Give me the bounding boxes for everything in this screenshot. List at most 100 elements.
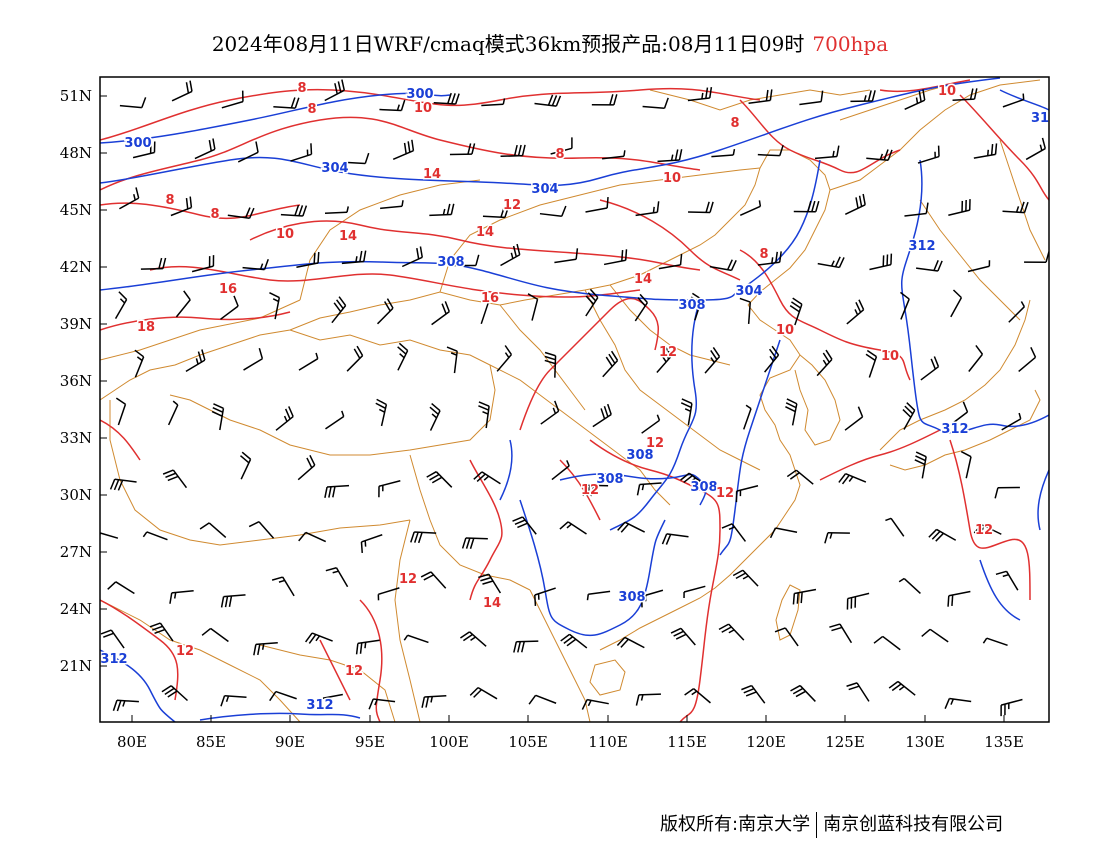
temperature-contour-label: 12 xyxy=(345,664,363,679)
wind-barb xyxy=(785,398,798,426)
wind-barb xyxy=(392,139,415,161)
wind-barb xyxy=(1002,201,1029,214)
wind-barb xyxy=(603,249,628,266)
temperature-contour-label: 8 xyxy=(210,207,219,222)
wind-barb xyxy=(296,252,320,269)
wind-barb xyxy=(162,469,188,489)
wind-barb xyxy=(658,253,683,270)
wind-barb xyxy=(591,94,618,106)
wind-barb xyxy=(764,345,780,373)
lat-label: 36N xyxy=(60,372,92,390)
height-contour-label: 308 xyxy=(678,298,705,313)
lon-label: 130E xyxy=(905,733,945,751)
wind-barb xyxy=(194,138,216,160)
wind-barb xyxy=(461,537,488,549)
temperature-contour-label: 8 xyxy=(307,102,316,117)
wind-barb xyxy=(324,484,350,498)
japan-outline xyxy=(879,299,1031,451)
temperature-contour-label: 8 xyxy=(759,247,768,262)
wind-barb xyxy=(838,473,867,485)
wind-barb xyxy=(774,627,799,647)
temperature-contour-label: 10 xyxy=(276,227,294,242)
wind-barb xyxy=(948,199,971,216)
wind-barb xyxy=(661,533,689,545)
wind-barb xyxy=(429,403,441,431)
wind-barb xyxy=(873,635,901,651)
wind-barb xyxy=(527,293,539,321)
wind-barb xyxy=(500,144,526,158)
wind-barb xyxy=(119,187,140,210)
wind-barb xyxy=(829,623,853,644)
wind-barb xyxy=(947,590,971,607)
wind-barb xyxy=(1002,93,1025,108)
temperature-contour-label: 16 xyxy=(219,282,237,297)
wind-barb xyxy=(869,253,893,271)
wind-barb xyxy=(242,259,269,271)
wind-barb xyxy=(112,699,139,712)
height-contour-label: 300 xyxy=(124,136,151,151)
wind-barb xyxy=(704,347,721,374)
wind-barb xyxy=(636,482,662,496)
wind-barb xyxy=(551,460,570,481)
height-contour-label: 304 xyxy=(321,161,348,176)
lon-label: 80E xyxy=(117,733,147,751)
wind-barb xyxy=(741,684,766,704)
wind-barb xyxy=(914,451,927,479)
wind-barb xyxy=(298,352,319,371)
wind-barb xyxy=(687,86,713,102)
height-contour-label: 300 xyxy=(406,87,433,102)
wind-barb xyxy=(1008,301,1026,323)
wind-barb xyxy=(161,685,188,702)
wind-barb xyxy=(134,349,145,378)
wind-barb xyxy=(480,298,489,325)
temperature-contour-label: 14 xyxy=(476,225,494,240)
temperature-contour-label: 8 xyxy=(730,116,739,131)
wind-barb xyxy=(688,201,714,214)
height-contour-label: 312 xyxy=(908,239,935,254)
wind-barb xyxy=(534,587,556,607)
wind-barb xyxy=(617,521,645,533)
wind-barb xyxy=(482,206,510,219)
temperature-contour-label: 10 xyxy=(938,84,956,99)
wind-barb xyxy=(115,397,127,426)
wind-barb xyxy=(793,200,820,213)
wind-barb xyxy=(534,94,562,107)
wind-barb xyxy=(683,585,706,598)
wind-barb xyxy=(319,693,343,710)
wind-barb xyxy=(799,90,824,106)
wind-barb xyxy=(253,641,278,656)
temperature-contour-label: 14 xyxy=(339,229,357,244)
wind-barb xyxy=(220,594,246,608)
wind-barb xyxy=(305,632,333,644)
china-north-border xyxy=(100,149,831,401)
wind-barb xyxy=(478,401,490,429)
wind-barb xyxy=(171,80,193,102)
wind-barb xyxy=(921,628,949,643)
height-contours xyxy=(100,77,1049,722)
wind-barb xyxy=(237,141,259,163)
height-contour-label: 308 xyxy=(690,480,717,495)
tibet-outline xyxy=(169,329,496,456)
wind-barb xyxy=(904,202,929,217)
wind-barb xyxy=(221,90,244,109)
wind-barb xyxy=(1000,698,1023,717)
wind-barb xyxy=(641,414,661,434)
wind-barb xyxy=(107,581,135,595)
wind-barb xyxy=(616,636,645,649)
wind-barb xyxy=(100,532,119,539)
wind-barb xyxy=(844,193,866,215)
wind-barb xyxy=(140,257,167,270)
wind-barb xyxy=(735,485,759,503)
height-contour-label: 308 xyxy=(618,590,645,605)
lon-label: 110E xyxy=(588,733,628,751)
wind-barb xyxy=(459,631,487,647)
wind-barb xyxy=(273,97,300,109)
wind-barb xyxy=(949,401,969,426)
wind-barb xyxy=(656,346,673,373)
wind-barb xyxy=(343,152,370,165)
wind-barb xyxy=(513,640,539,653)
wind-barb xyxy=(888,680,916,696)
wind-barb xyxy=(904,89,926,110)
wind-barb xyxy=(142,531,168,541)
wind-barb xyxy=(1025,137,1047,161)
